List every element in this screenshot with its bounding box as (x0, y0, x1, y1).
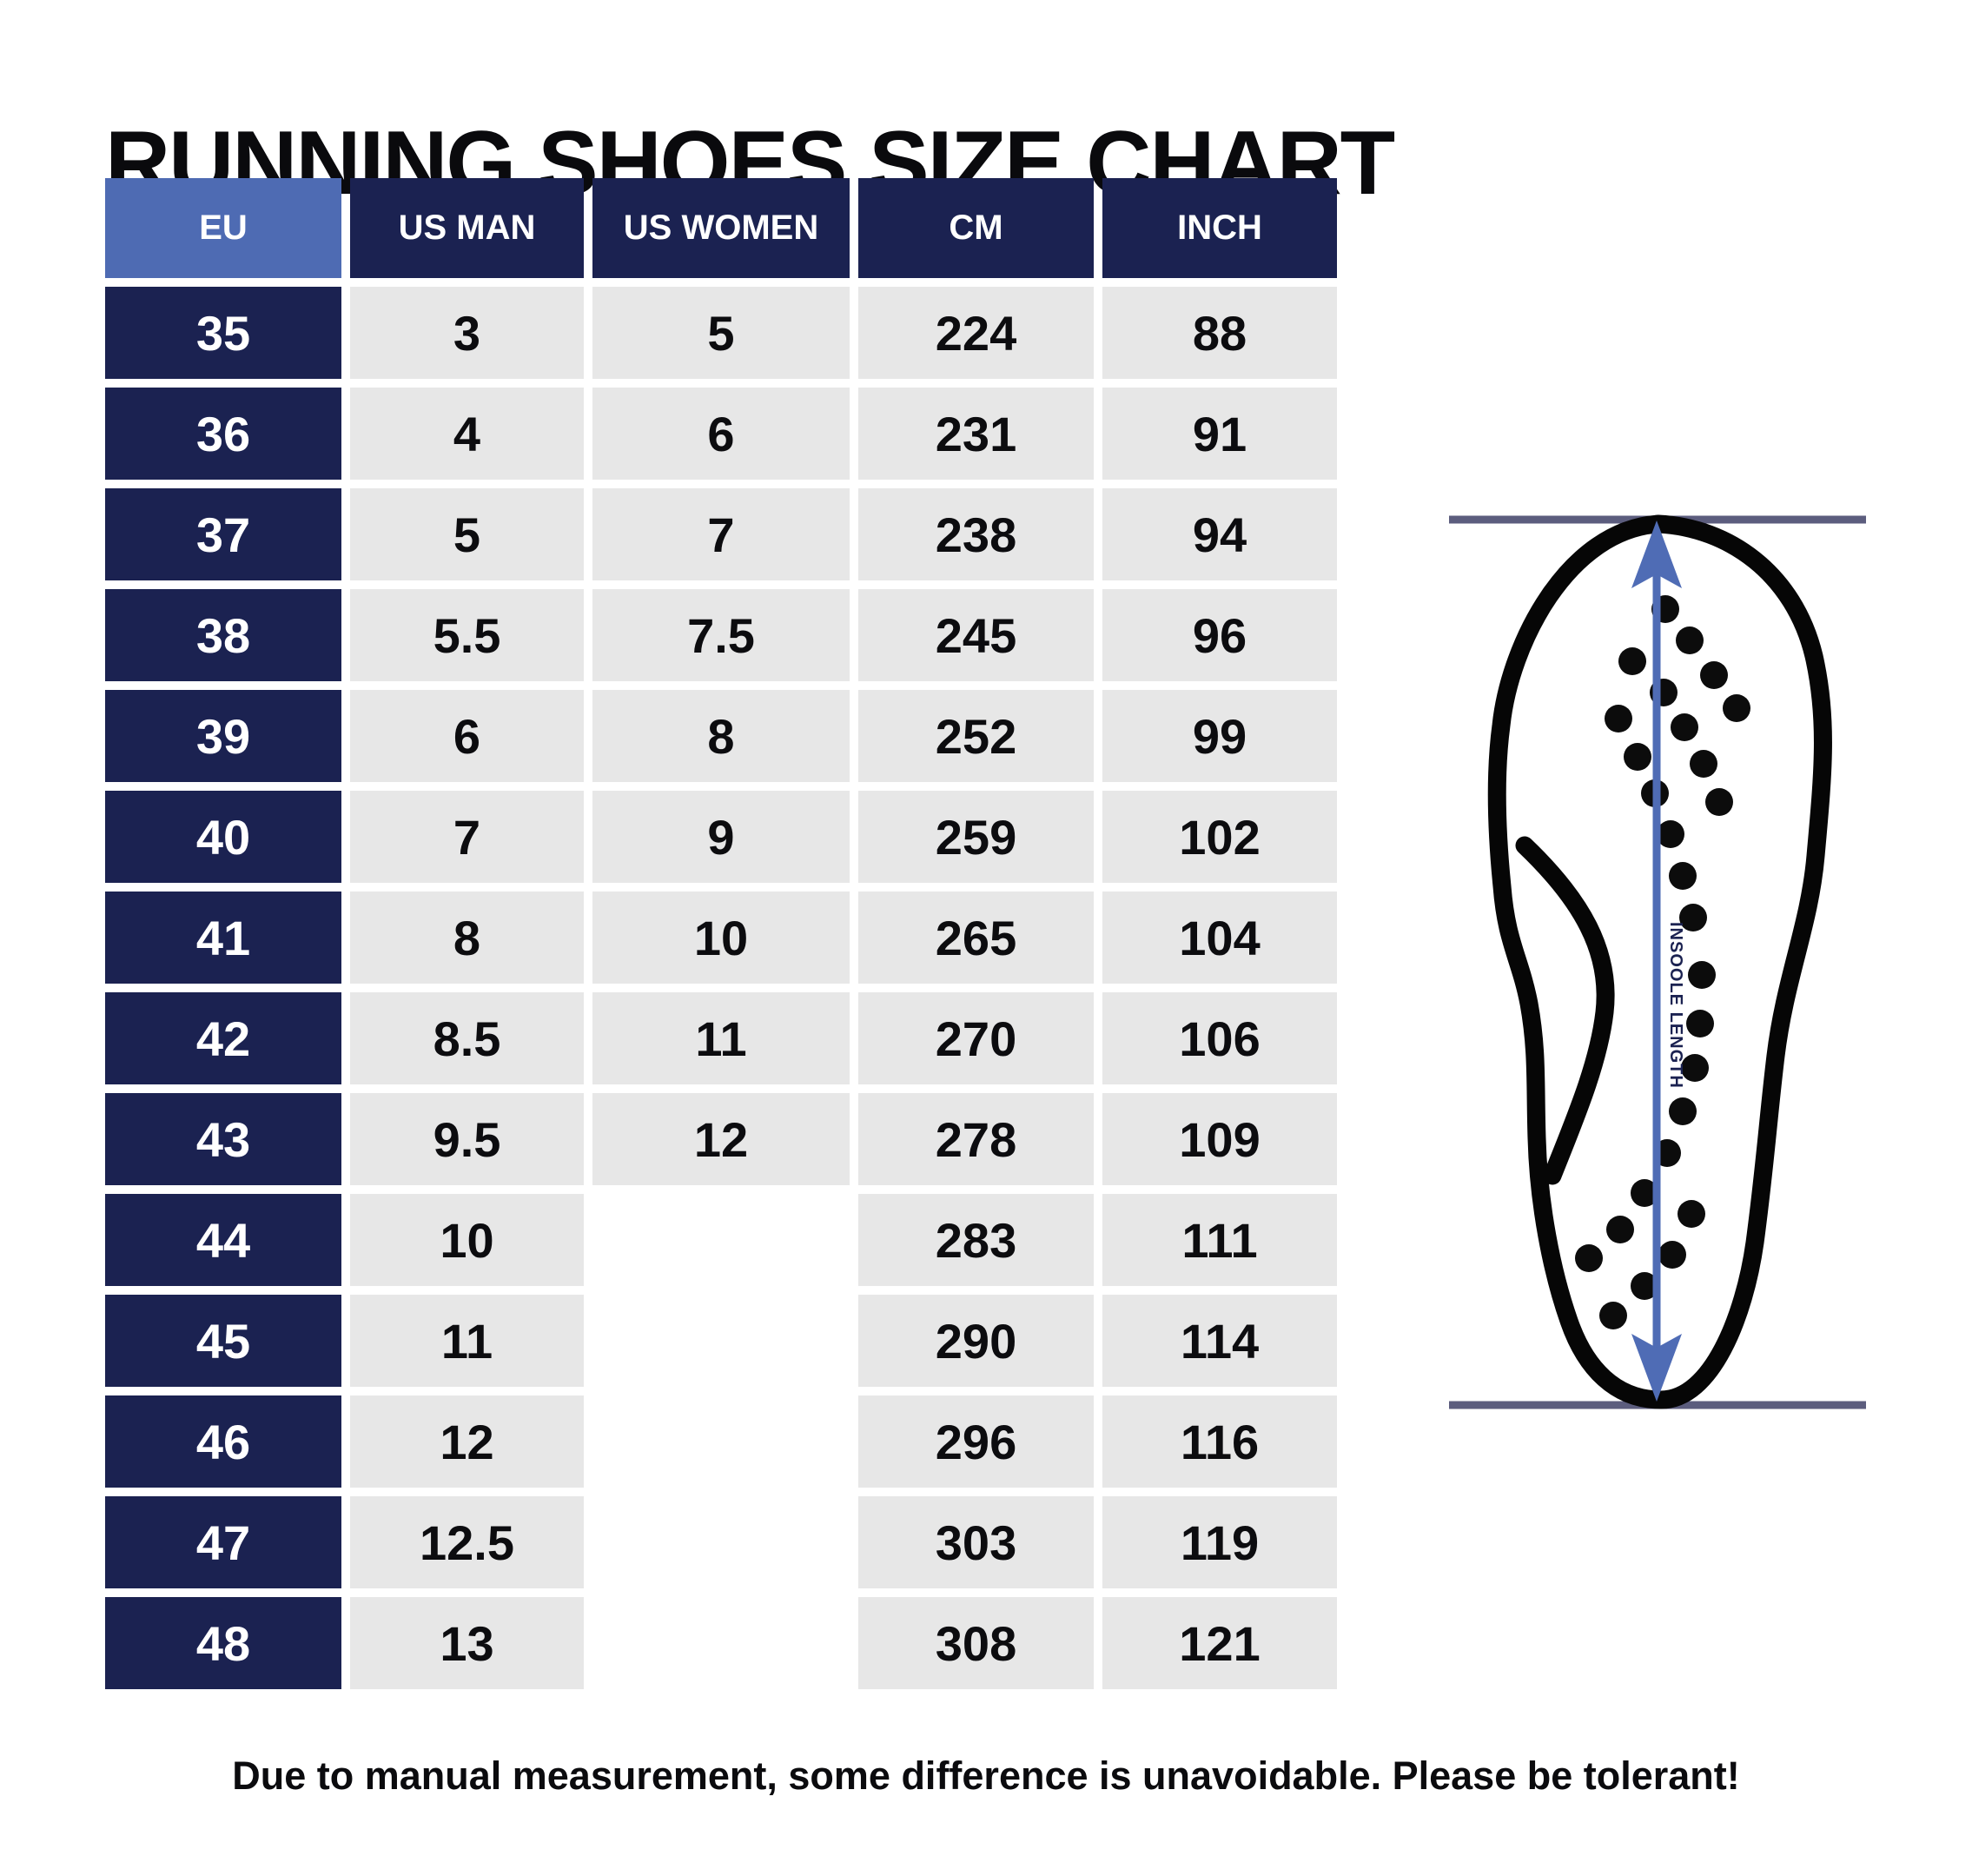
us-man-cell: 8 (350, 892, 584, 984)
inch-cell: 121 (1102, 1597, 1337, 1689)
us-women-cell (592, 1295, 850, 1387)
cm-cell: 259 (858, 791, 1094, 883)
insole-dots (1575, 595, 1750, 1329)
cm-cell: 252 (858, 690, 1094, 782)
column-header-us-man: US MAN (350, 178, 584, 278)
inch-cell: 102 (1102, 791, 1337, 883)
column-header-inch: INCH (1102, 178, 1337, 278)
inch-cell: 116 (1102, 1395, 1337, 1488)
inch-cell: 111 (1102, 1194, 1337, 1286)
eu-cell: 47 (105, 1496, 341, 1588)
eu-cell: 41 (105, 892, 341, 984)
cm-cell: 303 (858, 1496, 1094, 1588)
eu-cell: 36 (105, 388, 341, 480)
us-man-cell: 3 (350, 287, 584, 379)
inch-cell: 99 (1102, 690, 1337, 782)
us-women-cell (592, 1496, 850, 1588)
us-women-cell: 8 (592, 690, 850, 782)
us-women-cell: 9 (592, 791, 850, 883)
cm-cell: 296 (858, 1395, 1094, 1488)
eu-cell: 35 (105, 287, 341, 379)
size-table: EU US MAN US WOMEN CM INCH 35 3 5 224 88 36 4 6… (105, 178, 1337, 1689)
length-arrow-icon (1631, 520, 1682, 1402)
eu-cell: 38 (105, 589, 341, 681)
us-man-cell: 5 (350, 488, 584, 580)
column-header-us-women: US WOMEN (592, 178, 850, 278)
eu-cell: 39 (105, 690, 341, 782)
insole-length-label: INSOOLE LENGTH (1666, 922, 1685, 1089)
us-women-cell: 7.5 (592, 589, 850, 681)
eu-cell: 48 (105, 1597, 341, 1689)
us-man-cell: 11 (350, 1295, 584, 1387)
eu-cell: 43 (105, 1093, 341, 1185)
cm-cell: 265 (858, 892, 1094, 984)
inch-cell: 114 (1102, 1295, 1337, 1387)
column-header-cm: CM (858, 178, 1094, 278)
eu-cell: 46 (105, 1395, 341, 1488)
footer-note: Due to manual measurement, some differen… (232, 1753, 1740, 1798)
us-women-cell (592, 1597, 850, 1689)
us-man-cell: 12 (350, 1395, 584, 1488)
us-man-cell: 13 (350, 1597, 584, 1689)
eu-cell: 44 (105, 1194, 341, 1286)
us-women-cell: 6 (592, 388, 850, 480)
inch-cell: 104 (1102, 892, 1337, 984)
us-man-cell: 12.5 (350, 1496, 584, 1588)
cm-cell: 245 (858, 589, 1094, 681)
cm-cell: 231 (858, 388, 1094, 480)
us-man-cell: 6 (350, 690, 584, 782)
eu-cell: 37 (105, 488, 341, 580)
inch-cell: 119 (1102, 1496, 1337, 1588)
inch-cell: 96 (1102, 589, 1337, 681)
eu-cell: 40 (105, 791, 341, 883)
cm-cell: 308 (858, 1597, 1094, 1689)
inch-cell: 109 (1102, 1093, 1337, 1185)
us-women-cell (592, 1194, 850, 1286)
us-women-cell: 11 (592, 992, 850, 1084)
us-women-cell: 10 (592, 892, 850, 984)
cm-cell: 290 (858, 1295, 1094, 1387)
us-women-cell: 12 (592, 1093, 850, 1185)
us-man-cell: 8.5 (350, 992, 584, 1084)
eu-cell: 42 (105, 992, 341, 1084)
inch-cell: 94 (1102, 488, 1337, 580)
eu-cell: 45 (105, 1295, 341, 1387)
cm-cell: 238 (858, 488, 1094, 580)
us-man-cell: 4 (350, 388, 584, 480)
us-man-cell: 9.5 (350, 1093, 584, 1185)
cm-cell: 278 (858, 1093, 1094, 1185)
us-man-cell: 5.5 (350, 589, 584, 681)
us-man-cell: 7 (350, 791, 584, 883)
us-man-cell: 10 (350, 1194, 584, 1286)
us-women-cell: 7 (592, 488, 850, 580)
cm-cell: 283 (858, 1194, 1094, 1286)
inch-cell: 91 (1102, 388, 1337, 480)
cm-cell: 270 (858, 992, 1094, 1084)
us-women-cell: 5 (592, 287, 850, 379)
inch-cell: 106 (1102, 992, 1337, 1084)
column-header-eu: EU (105, 178, 341, 278)
insole-length-diagram: INSOOLE LENGTH (1425, 491, 1876, 1434)
us-women-cell (592, 1395, 850, 1488)
cm-cell: 224 (858, 287, 1094, 379)
inch-cell: 88 (1102, 287, 1337, 379)
